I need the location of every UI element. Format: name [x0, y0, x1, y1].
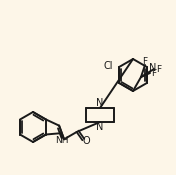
Text: F: F — [142, 57, 147, 65]
Text: NH: NH — [55, 136, 68, 145]
Text: N: N — [149, 63, 156, 73]
Text: Cl: Cl — [103, 61, 113, 71]
Text: N: N — [96, 122, 104, 132]
Text: N: N — [96, 98, 104, 108]
Text: O: O — [83, 136, 90, 146]
Text: F: F — [151, 69, 157, 79]
Text: F: F — [156, 65, 162, 74]
